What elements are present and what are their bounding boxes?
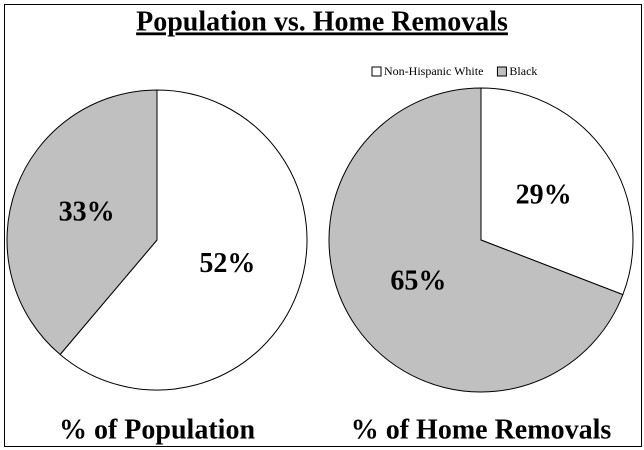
pie-slice [328, 87, 624, 393]
legend-swatch [371, 66, 382, 77]
pie-title: % of Population [59, 414, 255, 445]
chart-title: Population vs. Home Removals [136, 6, 508, 37]
legend-label: Black [509, 64, 537, 78]
data-label: 29% [516, 179, 572, 210]
pie-slice [6, 89, 158, 356]
pie-title: % of Home Removals [351, 414, 612, 445]
legend-label: Non-Hispanic White [384, 64, 483, 78]
data-label: 65% [390, 265, 446, 296]
pie-slice [59, 89, 308, 391]
legend-swatch [496, 66, 507, 77]
pie-slice [480, 87, 634, 296]
data-label: 33% [59, 197, 115, 228]
data-label: 52% [199, 248, 255, 279]
